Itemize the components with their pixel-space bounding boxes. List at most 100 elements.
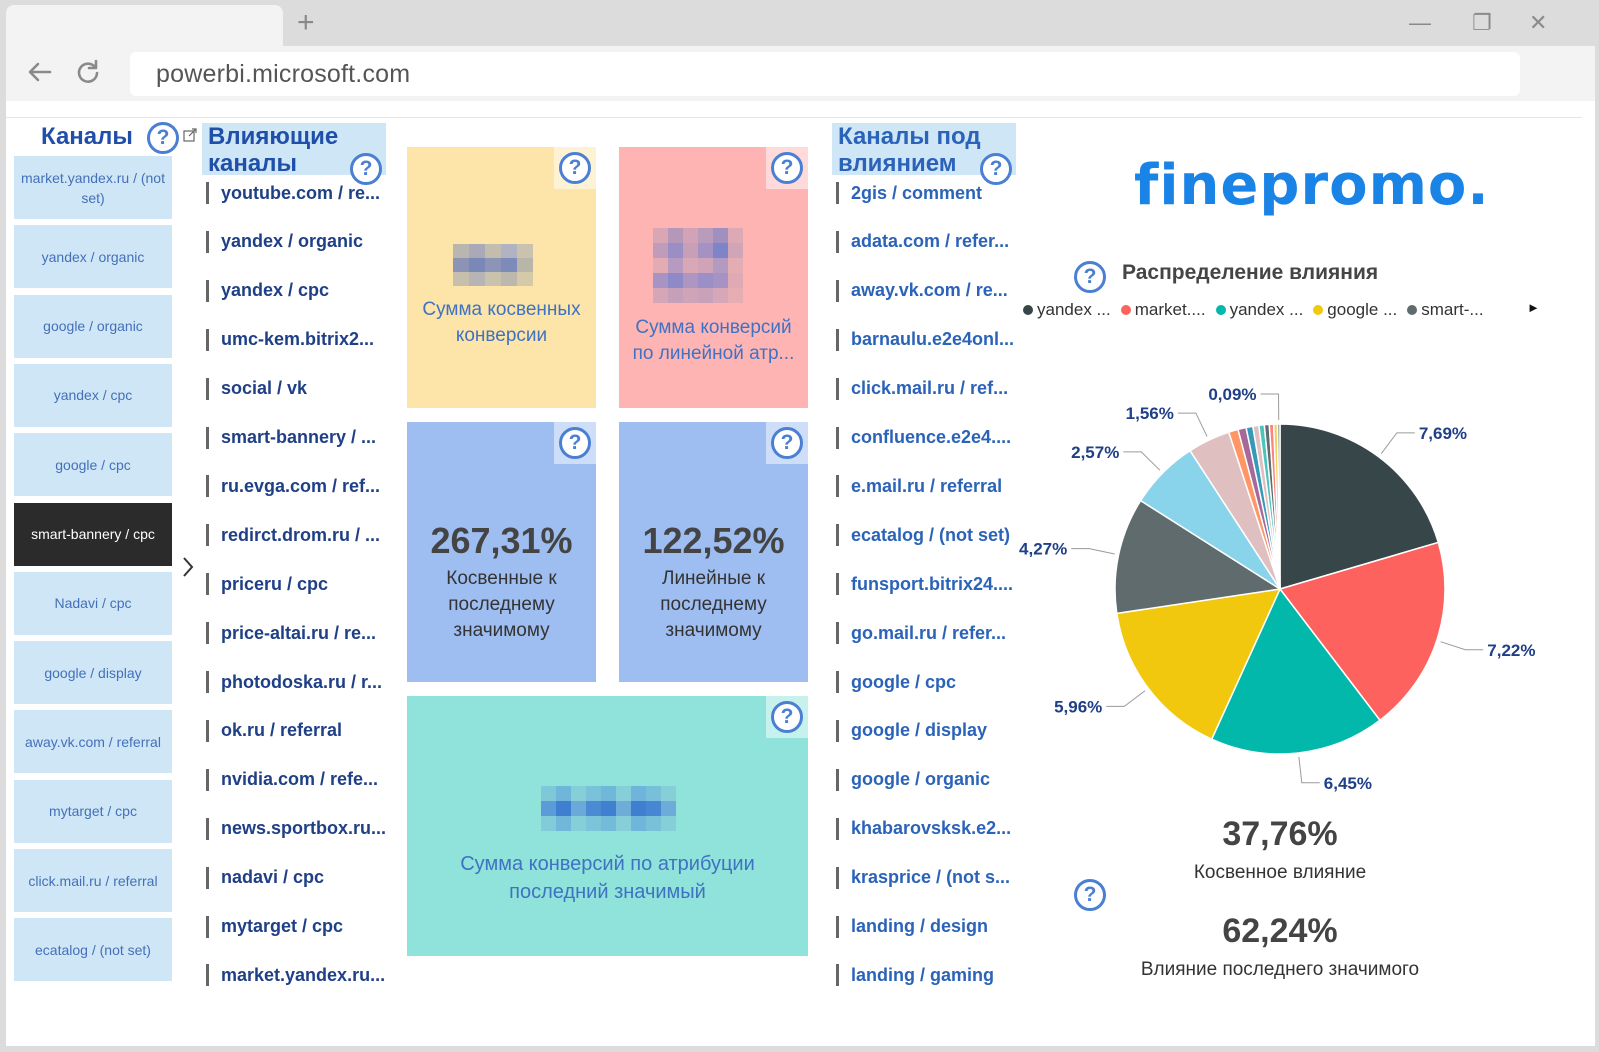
list-item[interactable]: landing / gaming — [836, 962, 994, 988]
list-item[interactable]: barnaulu.e2e4onl... — [836, 327, 1014, 353]
list-item[interactable]: away.vk.com / re... — [836, 278, 1008, 304]
list-item[interactable]: e.mail.ru / referral — [836, 473, 1002, 499]
list-item-marker — [206, 671, 209, 693]
kpi-help-icon[interactable]: ? — [1074, 879, 1106, 911]
card-help-icon[interactable]: ? — [559, 427, 591, 459]
card-help-icon[interactable]: ? — [771, 152, 803, 184]
list-item[interactable]: landing / design — [836, 914, 988, 940]
channel-slicer-item[interactable]: google / organic — [14, 294, 172, 358]
list-item-marker — [206, 768, 209, 791]
list-item[interactable]: yandex / cpc — [206, 278, 329, 304]
list-item[interactable]: news.sportbox.ru... — [206, 816, 386, 842]
channel-slicer-item[interactable]: smart-bannery / cpc — [14, 502, 172, 566]
pie-slice[interactable] — [1210, 587, 1381, 755]
legend-next-icon[interactable]: ► — [1527, 300, 1540, 315]
list-item[interactable]: khabarovsksk.e2... — [836, 816, 1011, 842]
minimize-icon[interactable]: — — [1409, 10, 1431, 35]
list-item-label: ecatalog / (not set) — [851, 524, 1011, 545]
list-item-label: barnaulu.e2e4onl... — [851, 329, 1015, 350]
list-item[interactable]: ok.ru / referral — [206, 718, 342, 744]
list-item[interactable]: ru.evga.com / ref... — [206, 473, 380, 499]
url-text: powerbi.microsoft.com — [156, 60, 411, 88]
back-button[interactable] — [26, 58, 54, 91]
list-item[interactable]: google / display — [836, 718, 987, 744]
expand-icon[interactable] — [183, 128, 197, 142]
list-item[interactable]: ecatalog / (not set) — [836, 522, 1010, 548]
channel-slicer-item[interactable]: google / display — [14, 641, 172, 705]
list-item[interactable]: photodoska.ru / r... — [206, 669, 382, 695]
list-item[interactable]: google / organic — [836, 767, 990, 793]
card-indirect-pct: ? 267,31% Косвенные к последнему значимо… — [407, 422, 596, 682]
legend-item[interactable]: yandex ... — [1215, 300, 1303, 320]
restore-icon[interactable]: ❐ — [1472, 10, 1492, 35]
channel-slicer-item[interactable]: google / cpc — [14, 433, 172, 497]
card-indirect-sum-label: Сумма косвенных конверсии — [422, 299, 581, 346]
pie-slice[interactable] — [1278, 541, 1446, 722]
list-item-marker — [206, 915, 209, 938]
list-item[interactable]: nadavi / cpc — [206, 865, 324, 891]
finepromo-logo: finepromo. — [1134, 153, 1490, 218]
channels-help-icon[interactable]: ? — [147, 122, 179, 154]
list-item[interactable]: confluence.e2e4.... — [836, 425, 1011, 451]
list-item[interactable]: nvidia.com / refe... — [206, 767, 378, 793]
list-item[interactable]: 2gis / comment — [836, 180, 982, 206]
pie-leader-line — [1177, 412, 1208, 437]
channel-slicer-item[interactable]: away.vk.com / referral — [14, 710, 172, 774]
list-item[interactable]: adata.com / refer... — [836, 229, 1009, 255]
channel-slicer-item[interactable]: yandex / cpc — [14, 363, 172, 427]
list-item[interactable]: mytarget / cpc — [206, 914, 343, 940]
list-item[interactable]: go.mail.ru / refer... — [836, 620, 1006, 646]
list-item[interactable]: click.mail.ru / ref... — [836, 376, 1008, 402]
address-bar[interactable]: powerbi.microsoft.com — [130, 52, 1520, 96]
influenced-help-icon[interactable]: ? — [980, 153, 1012, 185]
legend-item[interactable]: smart-... — [1407, 300, 1484, 320]
list-item[interactable]: krasprice / (not s... — [836, 865, 1010, 891]
pie-slice[interactable] — [1115, 588, 1282, 741]
pie-slice[interactable] — [1279, 423, 1440, 591]
list-item[interactable]: price-altai.ru / re... — [206, 620, 376, 646]
list-item-marker — [206, 817, 209, 840]
card-help-icon[interactable]: ? — [771, 701, 803, 733]
channels-title: Каналы — [41, 123, 133, 150]
list-item[interactable]: smart-bannery / ... — [206, 425, 376, 451]
pie-slice[interactable] — [1114, 499, 1283, 615]
channel-slicer-item[interactable]: Nadavi / cpc — [14, 571, 172, 635]
list-item-label: google / display — [851, 720, 988, 741]
list-item-marker — [836, 817, 839, 840]
list-item[interactable]: priceru / cpc — [206, 571, 328, 597]
influencing-help-icon[interactable]: ? — [350, 153, 382, 185]
pie-data-label: 6,45% — [1324, 774, 1372, 793]
channel-slicer-item[interactable]: mytarget / cpc — [14, 779, 172, 843]
channel-slicer-item[interactable]: ecatalog / (not set) — [14, 918, 172, 982]
legend-item[interactable]: yandex ... — [1023, 300, 1111, 320]
list-item-label: smart-bannery / ... — [221, 427, 377, 447]
list-item-label: youtube.com / re... — [221, 182, 381, 203]
legend-item[interactable]: google ... — [1313, 300, 1397, 320]
list-item[interactable]: market.yandex.ru... — [206, 962, 385, 988]
reload-button[interactable] — [74, 58, 102, 91]
legend-item[interactable]: market.... — [1120, 300, 1206, 320]
list-item[interactable]: funsport.bitrix24.... — [836, 571, 1013, 597]
new-tab-button[interactable]: + — [297, 6, 315, 39]
chevron-right-icon[interactable] — [181, 556, 195, 584]
list-item-label: funsport.bitrix24.... — [851, 573, 1014, 594]
pie-help-icon[interactable]: ? — [1074, 261, 1106, 293]
channel-slicer-item[interactable]: market.yandex.ru / (not set) — [14, 156, 172, 219]
list-item[interactable]: umc-kem.bitrix2... — [206, 327, 374, 353]
channel-slicer-item[interactable]: click.mail.ru / referral — [14, 849, 172, 912]
list-item[interactable]: youtube.com / re... — [206, 180, 380, 206]
list-item-label: e.mail.ru / referral — [851, 475, 1003, 496]
list-item-marker — [836, 426, 839, 449]
list-item[interactable]: google / cpc — [836, 669, 956, 695]
pie-slice[interactable] — [1276, 423, 1281, 590]
list-item[interactable]: social / vk — [206, 376, 307, 402]
card-help-icon[interactable]: ? — [559, 152, 591, 184]
list-item[interactable]: redirct.drom.ru / ... — [206, 522, 380, 548]
channel-slicer-item[interactable]: yandex / organic — [14, 225, 172, 289]
card-linear-sum: ? Сумма конверсий по линейной атр... — [619, 147, 808, 408]
close-icon[interactable]: ✕ — [1529, 10, 1548, 35]
card-help-icon[interactable]: ? — [771, 427, 803, 459]
card-last-sum-label: Сумма конверсий по атрибуции последний з… — [460, 853, 755, 903]
list-item[interactable]: yandex / organic — [206, 229, 363, 255]
browser-tab[interactable] — [6, 5, 283, 46]
